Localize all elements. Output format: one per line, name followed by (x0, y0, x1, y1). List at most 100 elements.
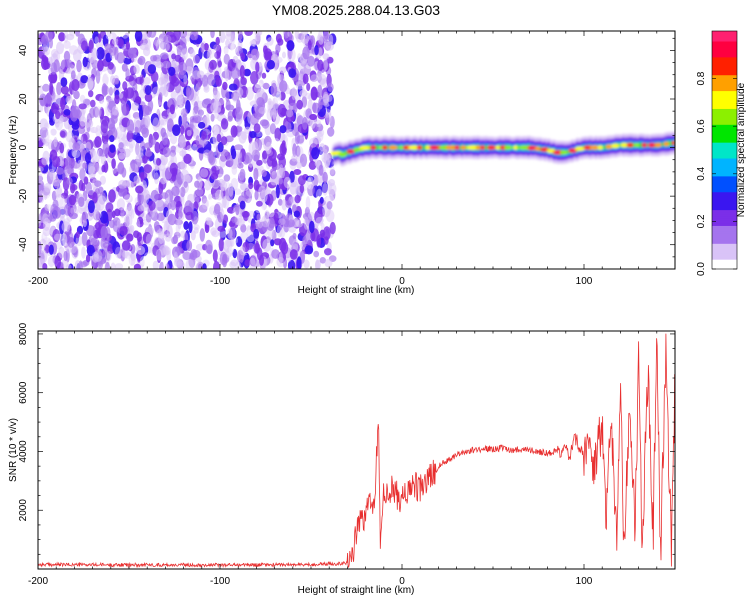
heatmap-band-cell (603, 146, 605, 149)
heatmap-noise-cell (301, 116, 308, 130)
heatmap-noise-cell (279, 164, 284, 177)
heatmap-noise-cell (250, 71, 259, 85)
heatmap-band-cell (618, 142, 621, 148)
heatmap-noise-cell (65, 96, 73, 104)
heatmap-noise-cell (144, 93, 153, 102)
heatmap-noise-cell (266, 208, 275, 218)
heatmap-noise-cell (214, 203, 221, 215)
heatmap-noise-cell (220, 136, 228, 146)
heatmap-noise-cell (116, 52, 126, 64)
heatmap-noise-cell (222, 195, 230, 209)
colorbar-cell (712, 132, 737, 135)
heatmap-peak-cell (359, 145, 371, 150)
heatmap-noise-cell (246, 86, 254, 101)
heatmap-noise-cell (155, 38, 164, 53)
heatmap-noise-cell (142, 231, 152, 244)
heatmap-noise-cell (46, 195, 52, 210)
heatmap-noise-cell (111, 106, 119, 116)
heatmap-noise-cell (232, 55, 239, 64)
heatmap-noise-cell (143, 77, 151, 85)
heatmap-noise-cell (258, 106, 267, 115)
heatmap-noise-cell (176, 46, 182, 57)
heatmap-peak-cell (377, 145, 384, 150)
heatmap-noise-cell (295, 81, 305, 90)
heatmap-noise-cell (126, 233, 134, 242)
heatmap-noise-cell (181, 48, 188, 61)
colorbar-cell (712, 150, 737, 153)
heatmap-noise-cell (210, 113, 215, 122)
heatmap-x-tick-label: 0 (399, 276, 405, 287)
heatmap-y-tick-label: 40 (18, 44, 29, 56)
heatmap-noise-cell (155, 248, 163, 261)
heatmap-noise-cell (110, 262, 116, 269)
heatmap-noise-cell (214, 51, 221, 59)
heatmap-noise-cell (323, 58, 329, 71)
heatmap-noise-cell (46, 92, 52, 105)
heatmap-noise-cell (39, 127, 49, 138)
colorbar-cell (712, 142, 737, 145)
heatmap-noise-cell (144, 85, 152, 96)
heatmap-noise-cell (58, 246, 65, 259)
heatmap-noise-cell (193, 101, 199, 114)
heatmap-noise-cell (128, 138, 135, 149)
heatmap-noise-cell (306, 176, 315, 190)
heatmap-y-tick-label: 0 (18, 144, 29, 150)
heatmap-noise-cell (38, 173, 43, 185)
colorbar-cell (712, 195, 737, 199)
heatmap-noise-cell (44, 182, 52, 193)
heatmap-noise-cell (38, 262, 43, 269)
heatmap-noise-cell (118, 179, 127, 190)
colorbar-cell (712, 122, 737, 125)
colorbar-cell (712, 257, 737, 260)
colorbar-cell (712, 185, 737, 189)
heatmap-noise-cell (93, 250, 103, 262)
heatmap-noise-cell (73, 90, 80, 100)
colorbar-cell (712, 136, 737, 139)
heatmap-noise-cell (152, 260, 159, 269)
colorbar-cell (712, 114, 737, 117)
heatmap-noise-cell (119, 226, 128, 236)
heatmap-noise-cell (44, 204, 54, 212)
heatmap-noise-cell (288, 219, 295, 228)
colorbar-tick-label: 0.2 (696, 214, 707, 228)
heatmap-peak-cell (605, 144, 613, 149)
heatmap-noise-cell (271, 160, 277, 168)
heatmap-noise-cell (139, 140, 146, 152)
heatmap-noise-cell (142, 155, 148, 164)
heatmap-noise-cell (262, 150, 268, 160)
heatmap-noise-cell (82, 56, 88, 68)
heatmap-noise-cell (85, 141, 92, 152)
heatmap-noise-cell (180, 186, 186, 198)
heatmap-peak-cell (597, 145, 603, 150)
heatmap-noise-cell (266, 59, 275, 70)
heatmap-noise-cell (240, 77, 247, 86)
heatmap-noise-cell (92, 192, 98, 204)
heatmap-noise-cell (296, 256, 302, 269)
heatmap-noise-cell (329, 169, 336, 177)
heatmap-noise-cell (99, 106, 105, 120)
heatmap-noise-cell (261, 215, 270, 228)
heatmap-noise-cell (282, 51, 286, 59)
heatmap-noise-cell (38, 175, 44, 182)
heatmap-noise-cell (168, 111, 177, 119)
heatmap-noise-cell (140, 202, 150, 212)
heatmap-noise-cell (99, 95, 104, 104)
heatmap-noise-cell (235, 236, 243, 248)
heatmap-noise-cell (170, 60, 179, 68)
heatmap-noise-cell (118, 187, 128, 197)
heatmap-xlabel: Height of straight line (km) (298, 285, 415, 296)
heatmap-noise-cell (181, 43, 188, 55)
heatmap-noise-cell (288, 68, 297, 78)
heatmap-peak-cell (495, 145, 500, 150)
heatmap-noise-cell (262, 238, 272, 252)
heatmap-noise-cell (92, 106, 100, 118)
heatmap-noise-cell (87, 76, 95, 91)
colorbar-cell (712, 148, 737, 151)
heatmap-noise-cell (166, 224, 173, 239)
heatmap-peak-cell (518, 145, 531, 150)
heatmap-noise-cell (85, 254, 91, 263)
colorbar-cell (712, 267, 737, 270)
heatmap-noise-cell (123, 194, 132, 202)
heatmap-noise-cell (134, 31, 143, 42)
heatmap-noise-cell (305, 196, 311, 210)
